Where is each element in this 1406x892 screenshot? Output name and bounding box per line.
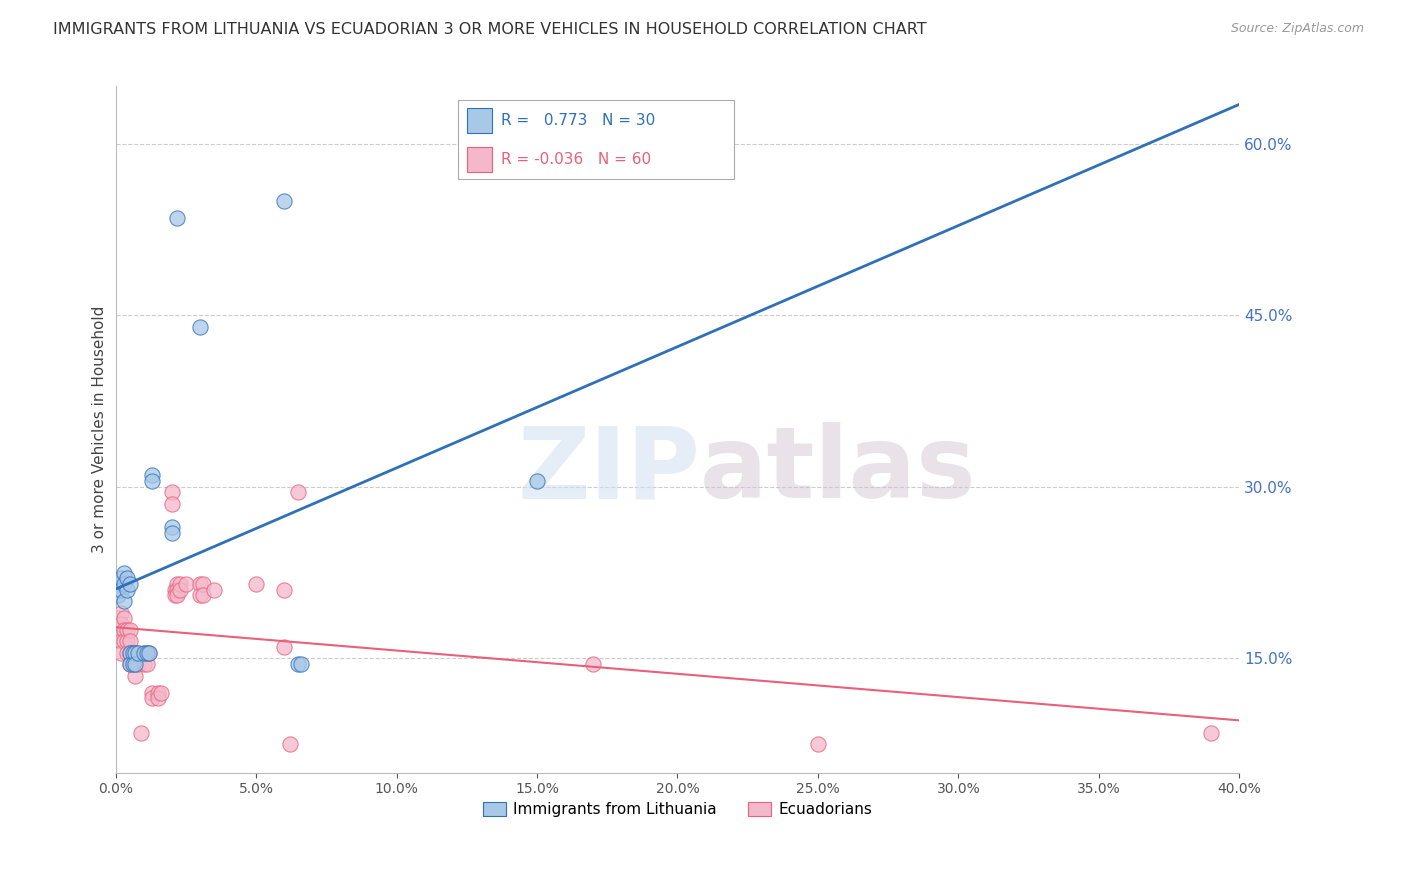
Point — [110, 646, 132, 660]
Point — [127, 646, 149, 660]
Point — [121, 657, 143, 671]
Point — [146, 691, 169, 706]
Point — [112, 611, 135, 625]
Point — [110, 617, 132, 632]
Point — [245, 577, 267, 591]
Point — [202, 582, 225, 597]
Point — [174, 577, 197, 591]
Point — [135, 646, 157, 660]
Point — [118, 646, 141, 660]
Point — [110, 571, 132, 585]
Point — [107, 623, 129, 637]
Point — [110, 582, 132, 597]
Point — [141, 474, 163, 488]
Point — [160, 525, 183, 540]
Point — [188, 589, 211, 603]
Point — [112, 623, 135, 637]
Point — [112, 634, 135, 648]
Point — [115, 582, 138, 597]
Point — [1199, 725, 1222, 739]
Point — [278, 737, 301, 751]
Point — [807, 737, 830, 751]
Point — [526, 474, 548, 488]
Point — [135, 646, 157, 660]
Point — [118, 646, 141, 660]
Point — [188, 577, 211, 591]
Point — [287, 657, 309, 671]
Point — [160, 497, 183, 511]
Point — [163, 582, 186, 597]
Point — [115, 634, 138, 648]
Point — [191, 589, 214, 603]
Point — [138, 646, 160, 660]
Point — [107, 611, 129, 625]
Text: R =   0.773   N = 30: R = 0.773 N = 30 — [501, 113, 655, 128]
Text: Source: ZipAtlas.com: Source: ZipAtlas.com — [1230, 22, 1364, 36]
Point — [121, 646, 143, 660]
Point — [166, 582, 188, 597]
Legend: Immigrants from Lithuania, Ecuadorians: Immigrants from Lithuania, Ecuadorians — [477, 797, 879, 823]
Point — [290, 657, 312, 671]
Point — [121, 657, 143, 671]
Point — [132, 646, 155, 660]
Point — [121, 646, 143, 660]
Point — [112, 566, 135, 580]
Text: IMMIGRANTS FROM LITHUANIA VS ECUADORIAN 3 OR MORE VEHICLES IN HOUSEHOLD CORRELAT: IMMIGRANTS FROM LITHUANIA VS ECUADORIAN … — [53, 22, 927, 37]
Point — [107, 577, 129, 591]
Text: ZIP: ZIP — [517, 422, 700, 519]
FancyBboxPatch shape — [458, 100, 734, 179]
Point — [191, 577, 214, 591]
Point — [115, 623, 138, 637]
Y-axis label: 3 or more Vehicles in Household: 3 or more Vehicles in Household — [93, 306, 107, 553]
Point — [141, 691, 163, 706]
Point — [124, 646, 146, 660]
Point — [166, 211, 188, 225]
Point — [273, 194, 295, 208]
Point — [141, 468, 163, 483]
Point — [132, 657, 155, 671]
Point — [141, 686, 163, 700]
Point — [163, 589, 186, 603]
Point — [169, 577, 191, 591]
Point — [160, 520, 183, 534]
Point — [273, 640, 295, 654]
Point — [127, 657, 149, 671]
Point — [166, 589, 188, 603]
Point — [188, 319, 211, 334]
Bar — [467, 108, 492, 133]
Point — [129, 725, 152, 739]
Point — [132, 646, 155, 660]
Point — [287, 485, 309, 500]
Point — [146, 686, 169, 700]
Point — [169, 582, 191, 597]
Point — [112, 594, 135, 608]
Point — [149, 686, 172, 700]
Point — [273, 582, 295, 597]
Bar — [467, 147, 492, 172]
Text: atlas: atlas — [700, 422, 977, 519]
Point — [112, 577, 135, 591]
Point — [115, 646, 138, 660]
Point — [118, 657, 141, 671]
Point — [138, 646, 160, 660]
Point — [115, 571, 138, 585]
Point — [124, 646, 146, 660]
Point — [124, 657, 146, 671]
Point — [118, 623, 141, 637]
Point — [582, 657, 605, 671]
Point — [118, 657, 141, 671]
Point — [118, 577, 141, 591]
Point — [124, 657, 146, 671]
Point — [166, 577, 188, 591]
Point — [110, 634, 132, 648]
Point — [160, 485, 183, 500]
Point — [110, 606, 132, 620]
Point — [118, 634, 141, 648]
Text: R = -0.036   N = 60: R = -0.036 N = 60 — [501, 153, 651, 168]
Point — [135, 657, 157, 671]
Point — [127, 646, 149, 660]
Point — [124, 668, 146, 682]
Point — [107, 589, 129, 603]
